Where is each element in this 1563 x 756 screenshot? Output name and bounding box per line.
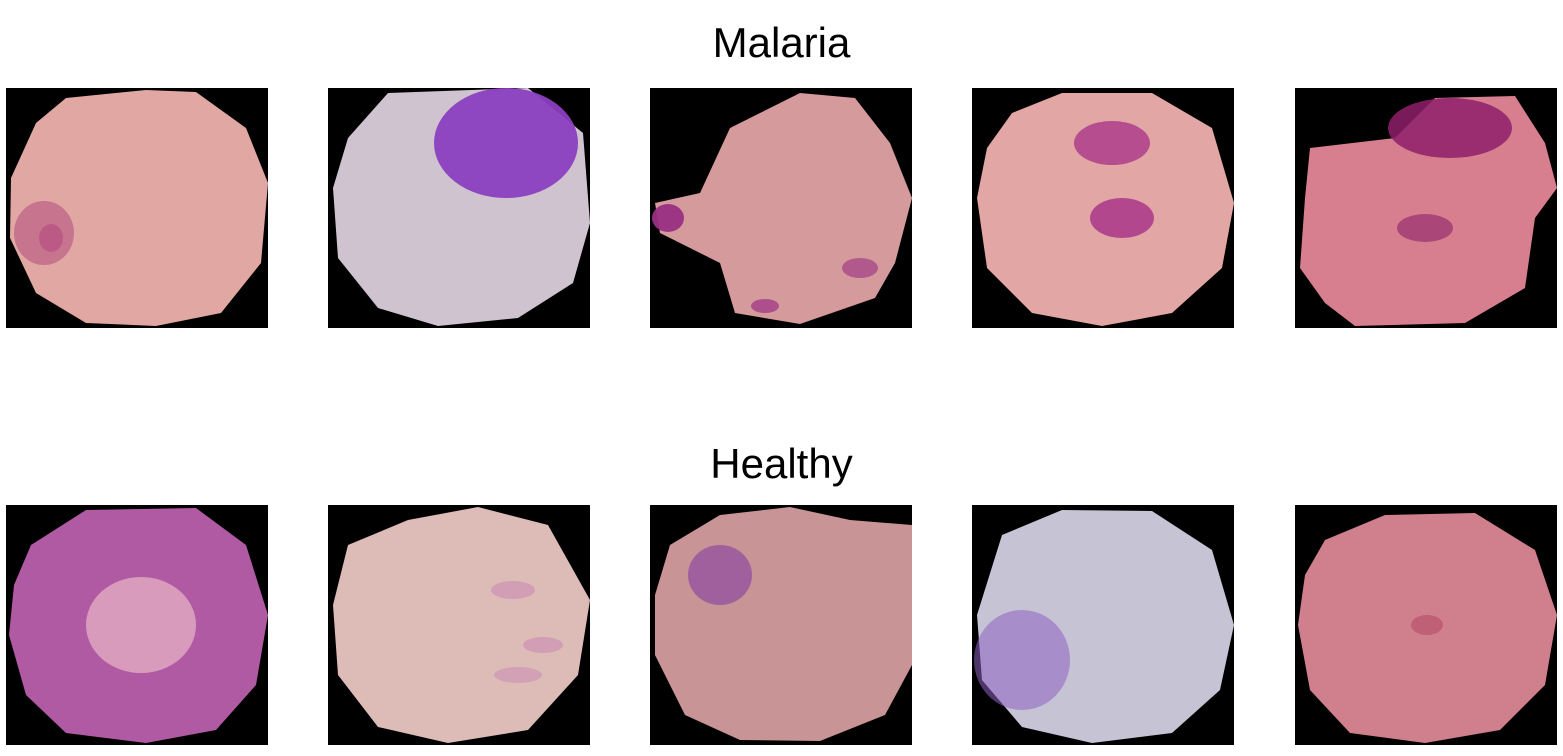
healthy-image-row [6, 505, 1558, 745]
malaria-cell-image-1 [6, 88, 268, 328]
malaria-cell-image-3 [650, 88, 912, 328]
blood-cell-image [1300, 96, 1557, 326]
section-title-healthy: Healthy [710, 440, 853, 487]
blood-cell-image [9, 508, 268, 743]
malaria-cell-image-5 [1295, 88, 1557, 328]
blood-cell-image [977, 93, 1234, 326]
healthy-cell-image-2 [328, 505, 590, 745]
malaria-image-row [6, 88, 1558, 328]
blood-cell-image [974, 510, 1234, 743]
section-title-malaria: Malaria [712, 19, 851, 66]
malaria-cell-image-4 [972, 88, 1234, 328]
malaria-cell-image-2 [328, 88, 590, 328]
blood-cell-image [655, 507, 912, 741]
healthy-cell-image-1 [6, 505, 268, 745]
healthy-cell-image-3 [650, 505, 912, 745]
blood-cell-image [1298, 513, 1557, 743]
blood-cell-image [652, 93, 912, 324]
blood-cell-image [333, 507, 590, 743]
healthy-cell-image-4 [972, 505, 1234, 745]
blood-cell-image [10, 90, 268, 326]
healthy-cell-image-5 [1295, 505, 1557, 745]
blood-cell-image [333, 88, 590, 326]
